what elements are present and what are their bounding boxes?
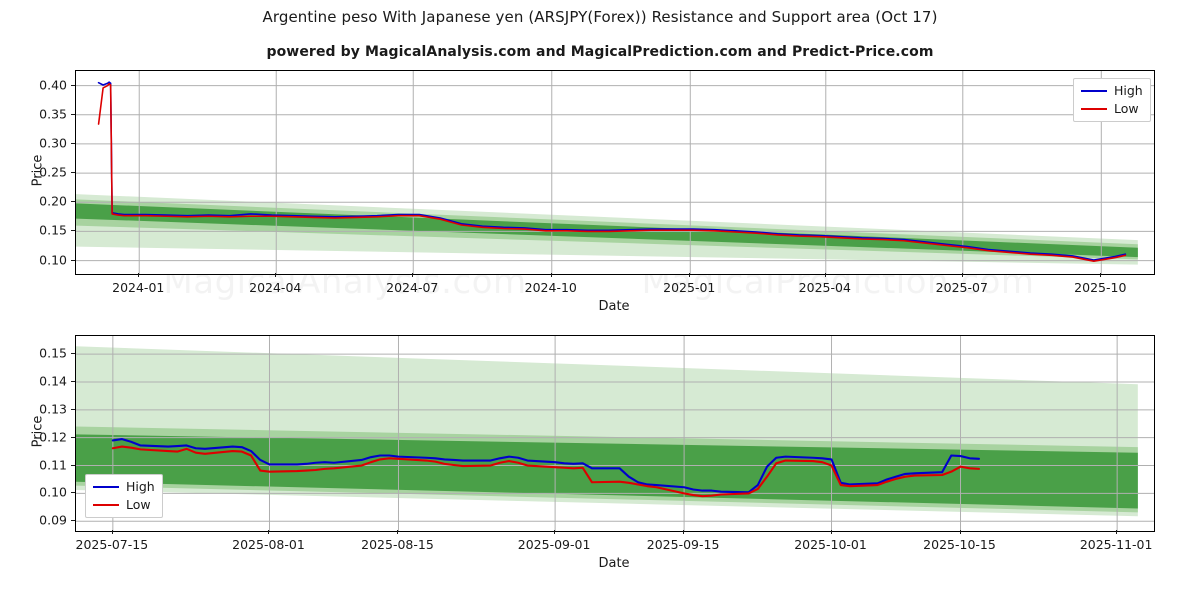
y-tick-mark	[71, 353, 75, 355]
plot-area-top	[76, 71, 1154, 274]
y-tick-label: 0.25	[39, 164, 67, 180]
legend-row-high[interactable]: High	[93, 479, 155, 494]
y-tick-mark	[71, 84, 75, 86]
x-tick-mark	[268, 530, 270, 534]
x-tick-label: 2025-01	[663, 280, 716, 295]
x-tick-label: 2024-04	[249, 280, 302, 295]
y-tick-mark	[71, 230, 75, 232]
x-tick-label: 2025-10-15	[923, 537, 996, 552]
series-line-high	[111, 438, 980, 494]
x-tick-mark	[138, 273, 140, 277]
y-tick-mark	[71, 113, 75, 115]
y-tick-mark	[71, 380, 75, 382]
x-tick-label: 2025-08-01	[232, 537, 305, 552]
x-tick-label: 2025-10	[1074, 280, 1127, 295]
x-tick-label: 2025-10-01	[794, 537, 867, 552]
x-tick-label: 2025-11-01	[1079, 537, 1153, 552]
y-tick-label: 0.20	[39, 193, 67, 209]
x-tick-mark	[959, 530, 961, 534]
x-tick-mark	[824, 273, 826, 277]
series-line-high	[97, 81, 1127, 261]
y-tick-mark	[71, 142, 75, 144]
x-tick-label: 2025-07	[935, 280, 988, 295]
legend-label-high: High	[1114, 83, 1143, 98]
x-tick-mark	[689, 273, 691, 277]
x-tick-mark	[683, 530, 685, 534]
y-tick-label: 0.13	[39, 401, 67, 417]
chart-panel-bottom	[75, 335, 1155, 532]
y-tick-mark	[71, 464, 75, 466]
x-tick-label: 2025-07-15	[75, 537, 149, 552]
legend-row-low[interactable]: Low	[93, 497, 155, 512]
y-axis-title-bottom: Price	[30, 415, 46, 447]
y-tick-mark	[71, 520, 75, 522]
y-tick-label: 0.10	[39, 484, 67, 500]
plot-area-bottom	[76, 336, 1154, 531]
y-tick-label: 0.15	[39, 222, 67, 238]
band-core	[76, 434, 1138, 509]
x-tick-mark	[412, 273, 414, 277]
series-line-low	[111, 445, 980, 498]
y-tick-label: 0.12	[39, 429, 67, 445]
x-tick-mark	[550, 273, 552, 277]
legend-swatch-low	[1081, 107, 1107, 110]
y-tick-mark	[71, 201, 75, 203]
x-tick-label: 2025-09-15	[646, 537, 720, 552]
y-tick-label: 0.35	[39, 106, 67, 122]
y-tick-label: 0.10	[39, 252, 67, 268]
x-tick-mark	[961, 273, 963, 277]
y-tick-mark	[71, 259, 75, 261]
y-tick-label: 0.40	[39, 77, 67, 93]
y-tick-label: 0.30	[39, 135, 67, 151]
legend-row-low[interactable]: Low	[1081, 101, 1143, 116]
x-tick-label: 2025-04	[798, 280, 851, 295]
x-tick-label: 2025-08-15	[361, 537, 434, 552]
x-tick-mark	[111, 530, 113, 534]
x-tick-label: 2025-09-01	[517, 537, 591, 552]
y-tick-mark	[71, 408, 75, 410]
x-tick-label: 2024-07	[386, 280, 439, 295]
y-tick-mark	[71, 492, 75, 494]
page-subtitle: powered by MagicalAnalysis.com and Magic…	[266, 44, 934, 60]
y-tick-label: 0.15	[39, 345, 67, 361]
legend-label-high: High	[126, 479, 155, 494]
plot-svg-top	[76, 71, 1154, 274]
series-line-low	[97, 83, 1127, 262]
x-axis-title-top: Date	[598, 299, 630, 314]
x-tick-mark	[1100, 273, 1102, 277]
x-tick-mark	[397, 530, 399, 534]
legend-swatch-high	[1081, 89, 1107, 92]
chart-panel-top	[75, 70, 1155, 275]
legend-swatch-high	[93, 485, 119, 488]
legend-swatch-low	[93, 503, 119, 506]
y-axis-title-top: Price	[30, 154, 46, 186]
x-tick-label: 2024-10	[524, 280, 577, 295]
y-tick-label: 0.11	[39, 457, 67, 473]
legend-label-low: Low	[1114, 101, 1139, 116]
legend-top[interactable]: High Low	[1073, 78, 1151, 122]
x-axis-title-bottom: Date	[598, 556, 630, 571]
x-tick-mark	[554, 530, 556, 534]
legend-label-low: Low	[126, 497, 151, 512]
legend-bottom[interactable]: High Low	[85, 474, 163, 518]
x-tick-mark	[1116, 530, 1118, 534]
y-tick-label: 0.09	[39, 512, 67, 528]
x-tick-label: 2024-01	[112, 280, 165, 295]
plot-svg-bottom	[76, 336, 1154, 531]
x-tick-mark	[275, 273, 277, 277]
y-tick-mark	[71, 436, 75, 438]
y-tick-label: 0.14	[39, 373, 67, 389]
y-tick-mark	[71, 172, 75, 174]
legend-row-high[interactable]: High	[1081, 83, 1143, 98]
page-title: Argentine peso With Japanese yen (ARSJPY…	[262, 8, 938, 26]
x-tick-mark	[830, 530, 832, 534]
